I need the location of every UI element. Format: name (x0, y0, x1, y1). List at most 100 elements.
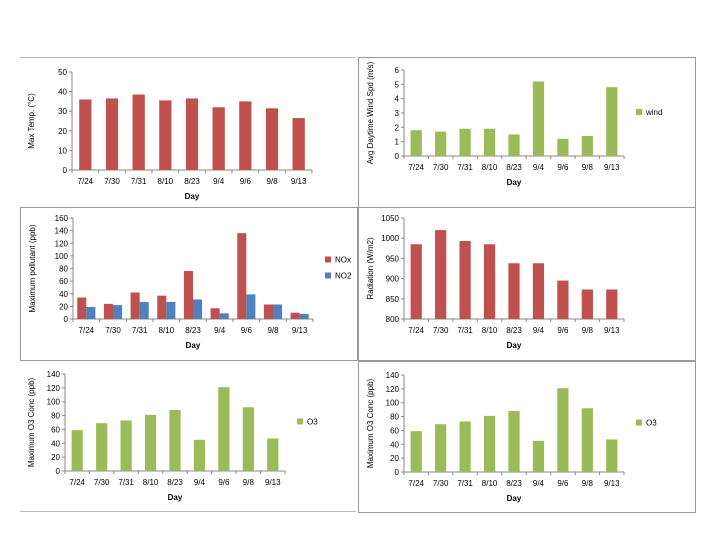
y-tick-label: 4 (395, 95, 400, 104)
chart-wind-speed: 0 1 2 3 4 5 6 7/24 7/30 7/31 8/10 8/23 9/4 9/6 9/8 9/13… (358, 57, 696, 209)
x-tick-label: 7/24 (408, 326, 424, 335)
y-tick-label: 20 (390, 454, 399, 463)
bar (242, 407, 254, 471)
x-tick-label: 7/24 (408, 163, 424, 172)
legend-label: O3 (646, 419, 657, 428)
y-tick-label: 80 (390, 413, 399, 422)
bar (157, 295, 167, 319)
bar (183, 271, 193, 319)
bar (86, 307, 96, 319)
y-tick-label: 20 (59, 302, 68, 311)
bar (79, 99, 92, 170)
x-tick-label: 7/30 (105, 326, 121, 335)
y-tick-label: 40 (390, 440, 399, 449)
bar (557, 138, 569, 156)
x-tick-label: 7/24 (69, 478, 85, 487)
y-tick-label: 6 (395, 66, 400, 75)
x-tick-label: 8/23 (184, 177, 200, 186)
y-axis-title: Maximum O3 Conc (ppb) (366, 378, 375, 468)
x-tick-label: 7/31 (118, 478, 134, 487)
y-tick-label: 80 (51, 412, 60, 421)
x-tick-label: 9/8 (582, 163, 594, 172)
chart-svg: 0 20 40 60 80 100 120 140 7/24 7/30 7/31 8/10 8/23 9/… (27, 370, 318, 502)
bar (292, 118, 305, 170)
x-tick-label: 7/24 (79, 326, 95, 335)
x-tick-label: 8/10 (482, 479, 498, 488)
bar (581, 135, 593, 156)
y-axis-title: Max Temp. (°C) (27, 93, 36, 149)
y-tick-label: 20 (51, 453, 60, 462)
bar (273, 304, 283, 319)
y-axis-title: Maximum O3 Conc (ppb) (27, 377, 36, 467)
y-tick-label: 800 (386, 315, 400, 324)
bar (483, 244, 496, 319)
x-tick-label: 9/13 (604, 326, 620, 335)
bar (239, 101, 252, 170)
chart-ozone-left: 0 20 40 60 80 100 120 140 7/24 7/30 7/31 8/10 8/23 9/… (20, 361, 356, 512)
y-tick-label: 140 (386, 371, 400, 380)
x-tick-label: 9/6 (557, 326, 569, 335)
chart-svg: 0 20 40 60 80 100 120 140 160 7/24 7/30 7/31 8/10 8/2… (28, 214, 352, 350)
chart-svg: 0 20 40 60 80 100 120 140 7/24 7/30 7/31 8/10 8/23 9/… (366, 371, 657, 503)
bar (267, 438, 279, 471)
x-tick-label: 7/30 (433, 326, 449, 335)
x-tick-label: 9/6 (557, 479, 569, 488)
y-tick-label: 60 (59, 277, 68, 286)
x-tick-label: 9/4 (213, 177, 225, 186)
bar (265, 108, 279, 170)
bar (237, 233, 247, 319)
chart-svg: 0 10 20 30 40 50 7/24 7/30 7/31 8/10 8/23 9/4 9/6 9/8… (27, 68, 313, 201)
bar (410, 244, 422, 319)
x-tick-label: 9/4 (214, 326, 226, 335)
legend-label: wind (645, 108, 662, 117)
bar (435, 424, 447, 472)
chart-max-temp: 0 10 20 30 40 50 7/24 7/30 7/31 8/10 8/23 9/4 9/6 9/8… (20, 57, 356, 208)
y-axis-title: Radiation (W/m2) (366, 237, 375, 300)
bar (105, 98, 119, 170)
y-tick-label: 20 (58, 127, 67, 136)
y-tick-label: 120 (55, 239, 69, 248)
y-tick-label: 40 (51, 439, 60, 448)
x-tick-label: 9/13 (604, 163, 620, 172)
y-tick-label: 1050 (381, 214, 399, 223)
x-tick-label: 9/8 (243, 478, 255, 487)
bar (532, 440, 545, 472)
bar (130, 292, 140, 319)
y-tick-label: 40 (59, 290, 68, 299)
y-tick-label: 0 (56, 467, 61, 476)
bar (410, 130, 422, 156)
x-tick-label: 8/10 (482, 163, 498, 172)
y-tick-label: 2 (395, 123, 400, 132)
x-tick-label: 8/23 (506, 479, 522, 488)
bar (263, 304, 273, 319)
y-tick-label: 40 (58, 88, 67, 97)
bar (113, 305, 123, 319)
x-tick-label: 9/8 (582, 326, 594, 335)
x-tick-label: 9/13 (292, 326, 308, 335)
bar (532, 81, 545, 156)
bar (185, 98, 199, 170)
x-tick-label: 8/10 (159, 326, 175, 335)
legend-label: NO2 (335, 272, 352, 281)
x-tick-label: 7/24 (78, 177, 94, 186)
bar (508, 263, 520, 319)
legend-label: O3 (307, 418, 318, 427)
x-tick-label: 9/8 (266, 177, 278, 186)
y-tick-label: 160 (55, 214, 69, 223)
y-tick-label: 100 (55, 252, 69, 261)
bar (459, 128, 471, 156)
bar (166, 301, 176, 319)
x-tick-label: 8/23 (506, 163, 522, 172)
bar (77, 297, 87, 319)
x-tick-label: 9/6 (557, 163, 569, 172)
x-tick-label: 7/31 (457, 163, 473, 172)
bar (508, 134, 520, 156)
y-tick-label: 100 (386, 399, 400, 408)
x-tick-label: 9/6 (241, 326, 253, 335)
x-tick-label: 9/4 (533, 326, 545, 335)
x-tick-label: 7/30 (433, 163, 449, 172)
bar (132, 94, 145, 170)
x-tick-label: 7/31 (132, 326, 148, 335)
bar (210, 308, 220, 319)
y-tick-label: 30 (58, 107, 67, 116)
